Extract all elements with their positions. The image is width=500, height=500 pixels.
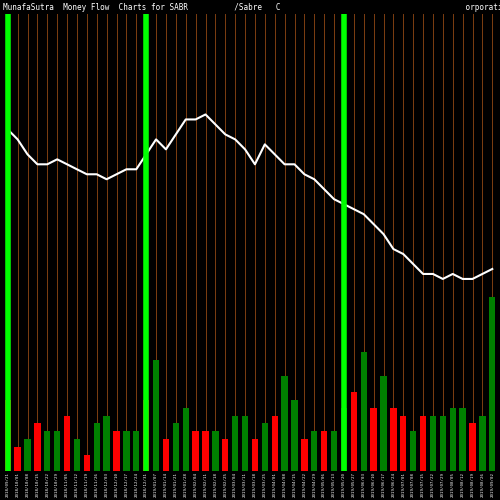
Bar <box>331 432 338 471</box>
Bar <box>222 440 228 471</box>
Bar <box>400 416 406 471</box>
Bar <box>153 360 160 471</box>
Bar <box>390 408 396 471</box>
Bar <box>54 432 60 471</box>
Bar <box>340 408 347 471</box>
Bar <box>182 408 189 471</box>
Bar <box>380 376 386 471</box>
Bar <box>14 447 21 471</box>
Bar <box>44 432 51 471</box>
Bar <box>84 455 90 471</box>
Bar <box>460 408 466 471</box>
Bar <box>301 440 308 471</box>
Bar <box>232 416 238 471</box>
Bar <box>74 440 80 471</box>
Bar <box>420 416 426 471</box>
Bar <box>202 432 208 471</box>
Bar <box>479 416 486 471</box>
Bar <box>262 424 268 471</box>
Bar <box>212 432 218 471</box>
Bar <box>292 400 298 471</box>
Bar <box>94 424 100 471</box>
Bar <box>321 432 328 471</box>
Bar <box>470 424 476 471</box>
Bar <box>272 416 278 471</box>
Bar <box>143 400 150 471</box>
Bar <box>252 440 258 471</box>
Bar <box>172 424 179 471</box>
Bar <box>360 352 367 471</box>
Bar <box>24 440 30 471</box>
Bar <box>370 408 377 471</box>
Bar <box>489 297 496 471</box>
Bar <box>311 432 318 471</box>
Bar <box>4 400 11 471</box>
Bar <box>104 416 110 471</box>
Bar <box>410 432 416 471</box>
Bar <box>162 440 169 471</box>
Bar <box>64 416 70 471</box>
Text: MunafaSutra  Money Flow  Charts for SABR          /Sabre   C                    : MunafaSutra Money Flow Charts for SABR /… <box>3 3 500 12</box>
Bar <box>123 432 130 471</box>
Bar <box>430 416 436 471</box>
Bar <box>440 416 446 471</box>
Bar <box>133 432 140 471</box>
Bar <box>34 424 40 471</box>
Bar <box>242 416 248 471</box>
Bar <box>282 376 288 471</box>
Bar <box>114 432 119 471</box>
Bar <box>350 392 357 471</box>
Bar <box>450 408 456 471</box>
Bar <box>192 432 199 471</box>
